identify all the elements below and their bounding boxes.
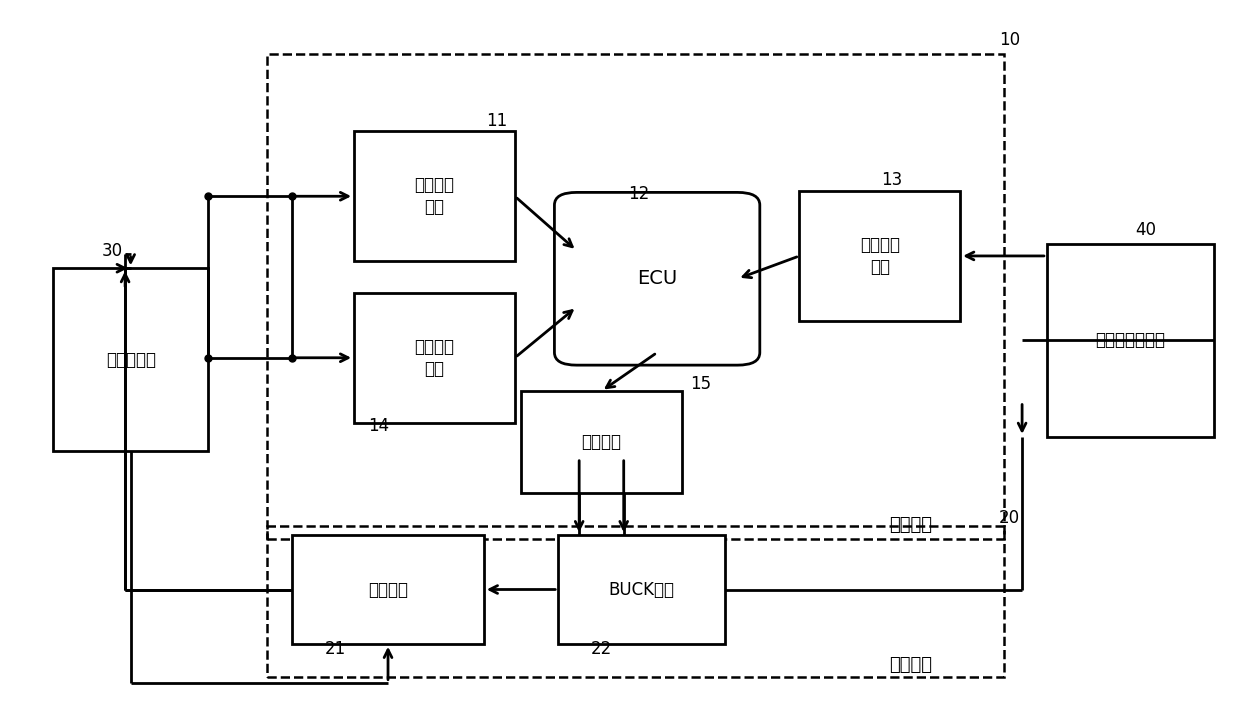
Bar: [268, 54, 1003, 539]
Text: 22: 22: [590, 640, 613, 658]
Text: 直线执行器: 直线执行器: [105, 350, 156, 369]
Text: 40: 40: [1136, 221, 1157, 238]
FancyBboxPatch shape: [554, 192, 760, 365]
Bar: [293, 535, 484, 644]
Text: 13: 13: [882, 171, 903, 190]
Text: 电控单元: 电控单元: [889, 515, 932, 534]
Text: 变阻尼缓冲装置: 变阻尼缓冲装置: [1095, 331, 1166, 349]
Text: 驱动电路: 驱动电路: [582, 433, 621, 451]
Text: 30: 30: [102, 242, 123, 259]
Text: 15: 15: [689, 375, 711, 393]
Bar: [558, 535, 725, 644]
Text: 主控电路: 主控电路: [889, 656, 932, 674]
Bar: [268, 526, 1003, 677]
Text: 电流传感
模块: 电流传感 模块: [414, 176, 454, 216]
Bar: [353, 293, 515, 423]
Bar: [521, 391, 682, 493]
Bar: [53, 268, 208, 450]
Text: 全桥电路: 全桥电路: [368, 580, 408, 599]
Text: ECU: ECU: [637, 269, 677, 288]
Text: 11: 11: [486, 112, 507, 130]
Bar: [800, 191, 960, 321]
Text: 电流传感
模块: 电流传感 模块: [859, 236, 900, 276]
Bar: [1047, 244, 1214, 437]
Text: 21: 21: [325, 640, 346, 658]
Bar: [353, 131, 515, 262]
Text: 位移传感
模块: 位移传感 模块: [414, 338, 454, 378]
Text: BUCK电路: BUCK电路: [609, 580, 675, 599]
Text: 20: 20: [999, 508, 1021, 527]
Text: 10: 10: [999, 31, 1021, 49]
Text: 12: 12: [627, 185, 650, 204]
Text: 14: 14: [368, 417, 389, 435]
